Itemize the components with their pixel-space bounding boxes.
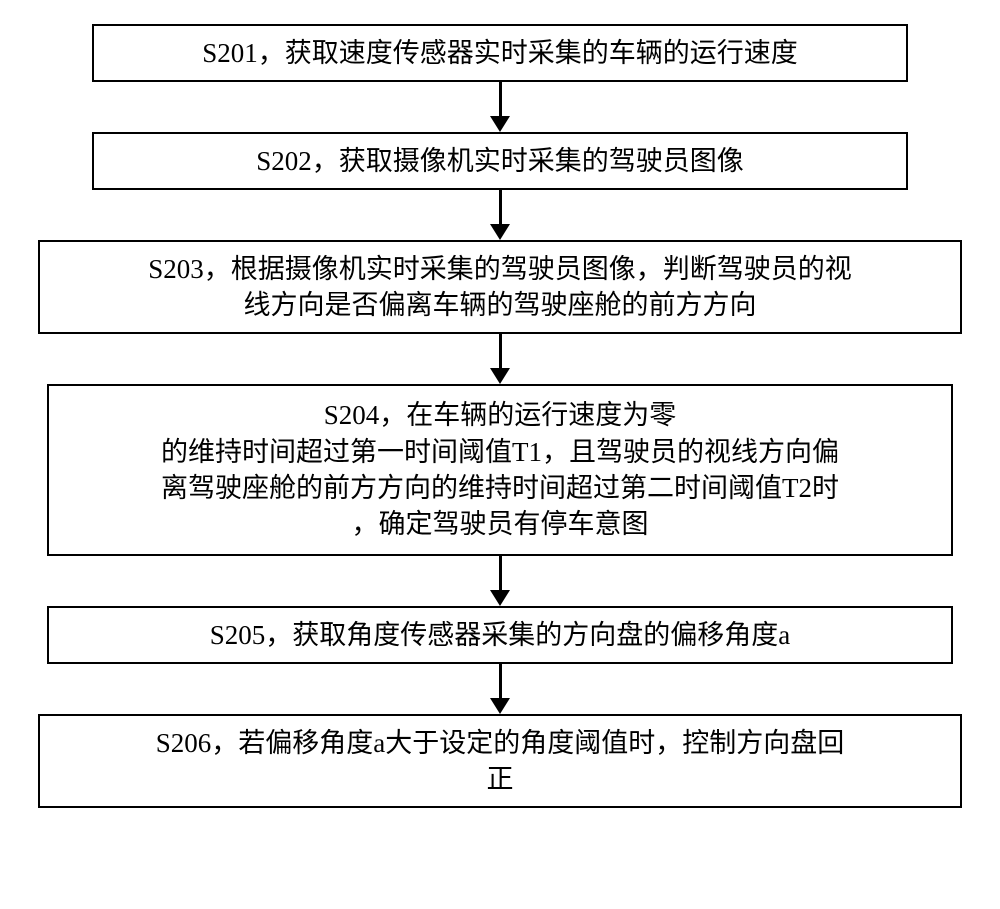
flow-step-text: 线方向是否偏离车辆的驾驶座舱的前方方向 xyxy=(244,287,757,323)
flow-arrow xyxy=(490,190,510,240)
flow-step-text: 正 xyxy=(487,761,514,797)
flow-step-s201: S201，获取速度传感器实时采集的车辆的运行速度 xyxy=(92,24,908,82)
arrow-head-icon xyxy=(490,698,510,714)
arrow-head-icon xyxy=(490,368,510,384)
arrow-shaft xyxy=(499,556,502,591)
flow-step-text: S202，获取摄像机实时采集的驾驶员图像 xyxy=(256,143,744,179)
arrow-shaft xyxy=(499,82,502,117)
arrow-shaft xyxy=(499,190,502,225)
flow-step-s206: S206，若偏移角度a大于设定的角度阈值时，控制方向盘回正 xyxy=(38,714,962,808)
flow-step-text: S205，获取角度传感器采集的方向盘的偏移角度a xyxy=(210,617,791,653)
flow-step-s204: S204，在车辆的运行速度为零的维持时间超过第一时间阈值T1，且驾驶员的视线方向… xyxy=(47,384,953,556)
flow-step-text: 离驾驶座舱的前方方向的维持时间超过第二时间阈值T2时 xyxy=(161,470,839,506)
arrow-head-icon xyxy=(490,590,510,606)
flow-step-s203: S203，根据摄像机实时采集的驾驶员图像，判断驾驶员的视线方向是否偏离车辆的驾驶… xyxy=(38,240,962,334)
arrow-head-icon xyxy=(490,224,510,240)
arrow-shaft xyxy=(499,334,502,369)
flow-step-s202: S202，获取摄像机实时采集的驾驶员图像 xyxy=(92,132,908,190)
flowchart: S201，获取速度传感器实时采集的车辆的运行速度 S202，获取摄像机实时采集的驾… xyxy=(0,24,1000,808)
flow-arrow xyxy=(490,664,510,714)
arrow-head-icon xyxy=(490,116,510,132)
flow-step-text: S203，根据摄像机实时采集的驾驶员图像，判断驾驶员的视 xyxy=(148,251,852,287)
flow-arrow xyxy=(490,82,510,132)
flow-step-text: S204，在车辆的运行速度为零 xyxy=(324,397,677,433)
flowchart-canvas: S201，获取速度传感器实时采集的车辆的运行速度 S202，获取摄像机实时采集的驾… xyxy=(0,0,1000,909)
flow-step-text: ，确定驾驶员有停车意图 xyxy=(352,506,649,542)
flow-step-text: S206，若偏移角度a大于设定的角度阈值时，控制方向盘回 xyxy=(156,725,845,761)
flow-step-text: S201，获取速度传感器实时采集的车辆的运行速度 xyxy=(202,35,798,71)
flow-step-s205: S205，获取角度传感器采集的方向盘的偏移角度a xyxy=(47,606,953,664)
flow-arrow xyxy=(490,556,510,606)
flow-step-text: 的维持时间超过第一时间阈值T1，且驾驶员的视线方向偏 xyxy=(161,434,839,470)
arrow-shaft xyxy=(499,664,502,699)
flow-arrow xyxy=(490,334,510,384)
